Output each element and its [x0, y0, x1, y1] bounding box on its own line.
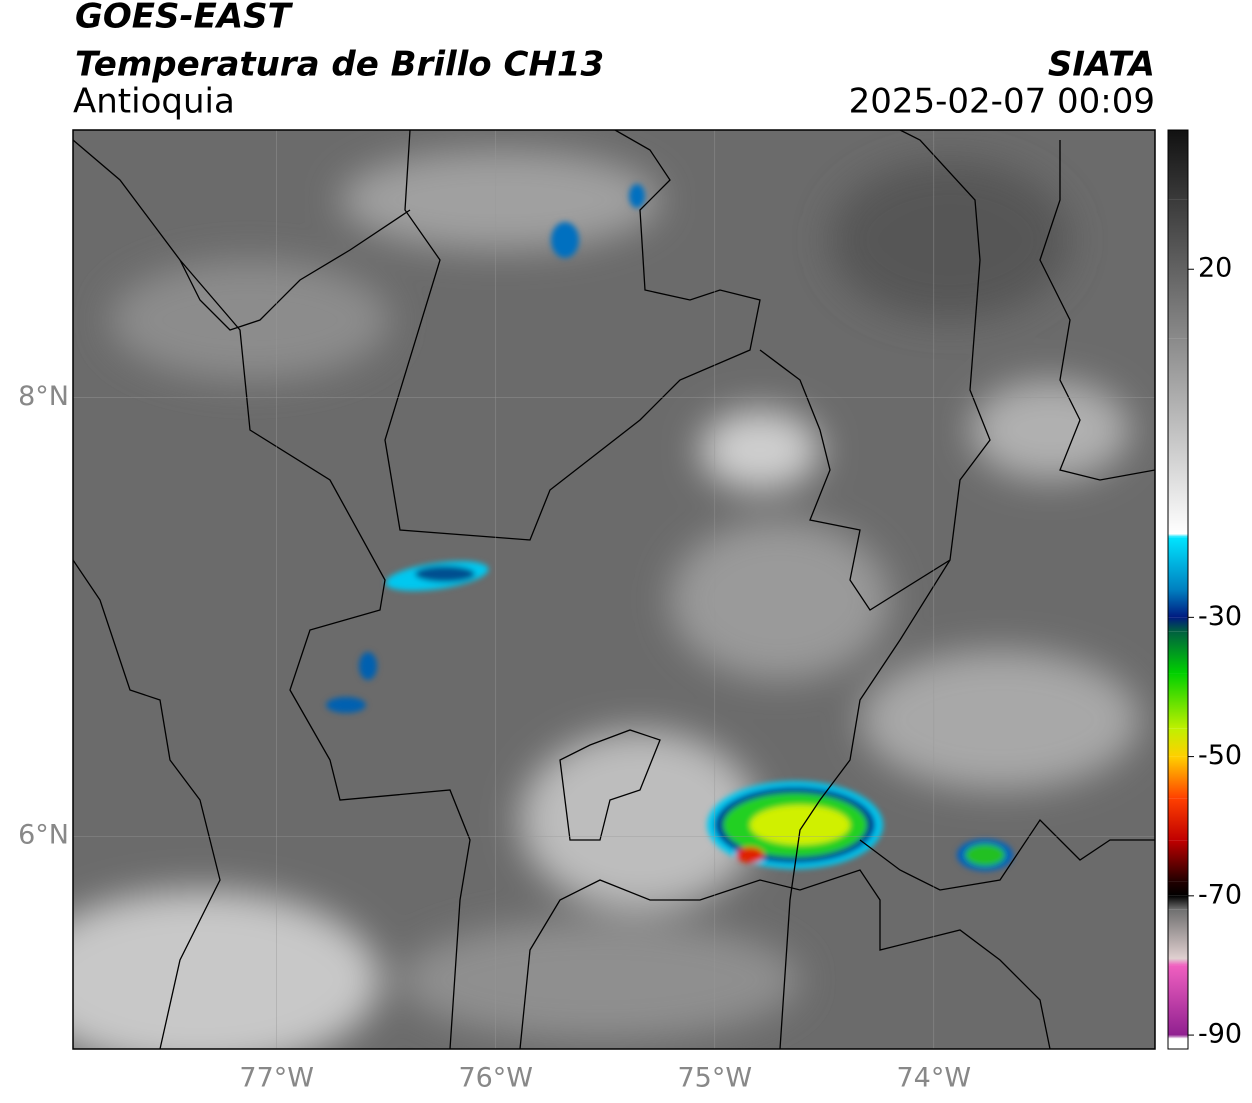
cloud-texture: [73, 150, 1140, 1049]
colorbar-segment: [1168, 881, 1188, 896]
colorbar-segment: [1168, 1038, 1188, 1049]
colorbar-tick-label: -70: [1198, 879, 1242, 910]
colorbar-segment: [1168, 798, 1188, 841]
colorbar-segment: [1168, 199, 1188, 339]
storm-cells: [326, 184, 1013, 871]
region: Antioquia: [73, 82, 235, 122]
colorbar-segment: [1168, 589, 1188, 618]
colorbar-tick-label: -30: [1198, 601, 1242, 632]
colorbar-segment: [1168, 728, 1188, 757]
colorbar-tick-label: -90: [1198, 1019, 1242, 1050]
borders: [73, 130, 1155, 1049]
colorbar-segment: [1168, 130, 1188, 200]
colorbar-segment: [1168, 338, 1188, 534]
x-tick-label: 74°W: [897, 1063, 972, 1094]
source: SIATA: [1048, 45, 1155, 85]
colorbar-segment: [1168, 537, 1188, 590]
map: [73, 130, 1155, 1049]
map-frame: [72, 129, 1156, 1050]
x-tick-label: 75°W: [677, 1063, 752, 1094]
colorbar-segment: [1168, 673, 1188, 729]
y-tick-label: 6°N: [18, 820, 69, 851]
grid: 77°W 76°W 75°W 74°W 8°N 6°N: [18, 130, 1155, 1094]
colorbar-segment: [1168, 895, 1188, 910]
colorbar-segment: [1168, 617, 1188, 632]
colorbar-segment: [1168, 533, 1188, 538]
colorbar-segment: [1168, 958, 1188, 966]
colorbar-segment: [1168, 631, 1188, 674]
y-tick-label: 8°N: [18, 381, 69, 412]
timestamp: 2025-02-07 00:09: [849, 82, 1155, 122]
x-tick-label: 77°W: [239, 1063, 314, 1094]
x-tick-label: 76°W: [458, 1063, 533, 1094]
colorbar-segment: [1168, 840, 1188, 882]
title: GOES-EAST: [75, 0, 294, 37]
colorbar-tick-label: -50: [1198, 740, 1242, 771]
colorbar-segment: [1168, 909, 1188, 959]
colorbar-segment: [1168, 1035, 1188, 1039]
colorbar-tick-label: 20: [1198, 253, 1232, 284]
colorbar-segment: [1168, 965, 1188, 1036]
colorbar-frame: [1167, 129, 1189, 1050]
colorbar-segment: [1168, 756, 1188, 799]
subtitle: Temperatura de Brillo CH13: [75, 45, 604, 85]
colorbar: 20 -30 -50 -70 -90: [1168, 130, 1242, 1050]
